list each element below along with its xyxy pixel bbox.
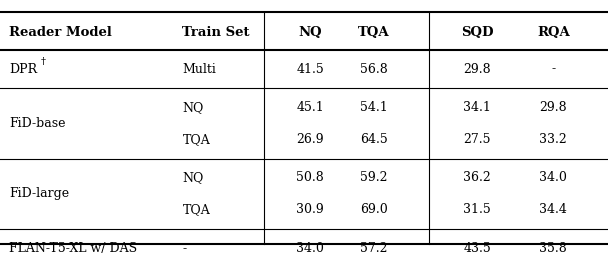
Text: 27.5: 27.5 bbox=[463, 133, 491, 146]
Text: 35.8: 35.8 bbox=[539, 242, 567, 255]
Text: NQ: NQ bbox=[182, 101, 204, 114]
Text: 43.5: 43.5 bbox=[463, 242, 491, 255]
Text: 30.9: 30.9 bbox=[296, 204, 324, 216]
Text: 29.8: 29.8 bbox=[463, 63, 491, 76]
Text: TQA: TQA bbox=[358, 26, 390, 38]
Text: TQA: TQA bbox=[182, 204, 210, 216]
Text: NQ: NQ bbox=[299, 26, 322, 38]
Text: 50.8: 50.8 bbox=[296, 172, 324, 184]
Text: -: - bbox=[551, 63, 555, 76]
Text: 34.4: 34.4 bbox=[539, 204, 567, 216]
Text: 29.8: 29.8 bbox=[539, 101, 567, 114]
Text: FiD-large: FiD-large bbox=[9, 187, 69, 200]
Text: 34.0: 34.0 bbox=[539, 172, 567, 184]
Text: FiD-base: FiD-base bbox=[9, 117, 66, 130]
Text: NQ: NQ bbox=[182, 172, 204, 184]
Text: DPR: DPR bbox=[9, 63, 37, 76]
Text: TQA: TQA bbox=[182, 133, 210, 146]
Text: 59.2: 59.2 bbox=[360, 172, 388, 184]
Text: 36.2: 36.2 bbox=[463, 172, 491, 184]
Text: 69.0: 69.0 bbox=[360, 204, 388, 216]
Text: Multi: Multi bbox=[182, 63, 216, 76]
Text: 33.2: 33.2 bbox=[539, 133, 567, 146]
Text: 45.1: 45.1 bbox=[296, 101, 324, 114]
Text: 31.5: 31.5 bbox=[463, 204, 491, 216]
Text: 54.1: 54.1 bbox=[360, 101, 388, 114]
Text: -: - bbox=[182, 242, 187, 255]
Text: †: † bbox=[41, 57, 46, 67]
Text: 26.9: 26.9 bbox=[296, 133, 324, 146]
Text: Train Set: Train Set bbox=[182, 26, 250, 38]
Text: FLAN-T5-XL w/ DAS: FLAN-T5-XL w/ DAS bbox=[9, 242, 137, 255]
Text: Reader Model: Reader Model bbox=[9, 26, 112, 38]
Text: 41.5: 41.5 bbox=[296, 63, 324, 76]
Text: RQA: RQA bbox=[537, 26, 570, 38]
Text: 64.5: 64.5 bbox=[360, 133, 388, 146]
Text: 34.1: 34.1 bbox=[463, 101, 491, 114]
Text: 57.2: 57.2 bbox=[360, 242, 388, 255]
Text: SQD: SQD bbox=[461, 26, 494, 38]
Text: 56.8: 56.8 bbox=[360, 63, 388, 76]
Text: 34.0: 34.0 bbox=[296, 242, 324, 255]
